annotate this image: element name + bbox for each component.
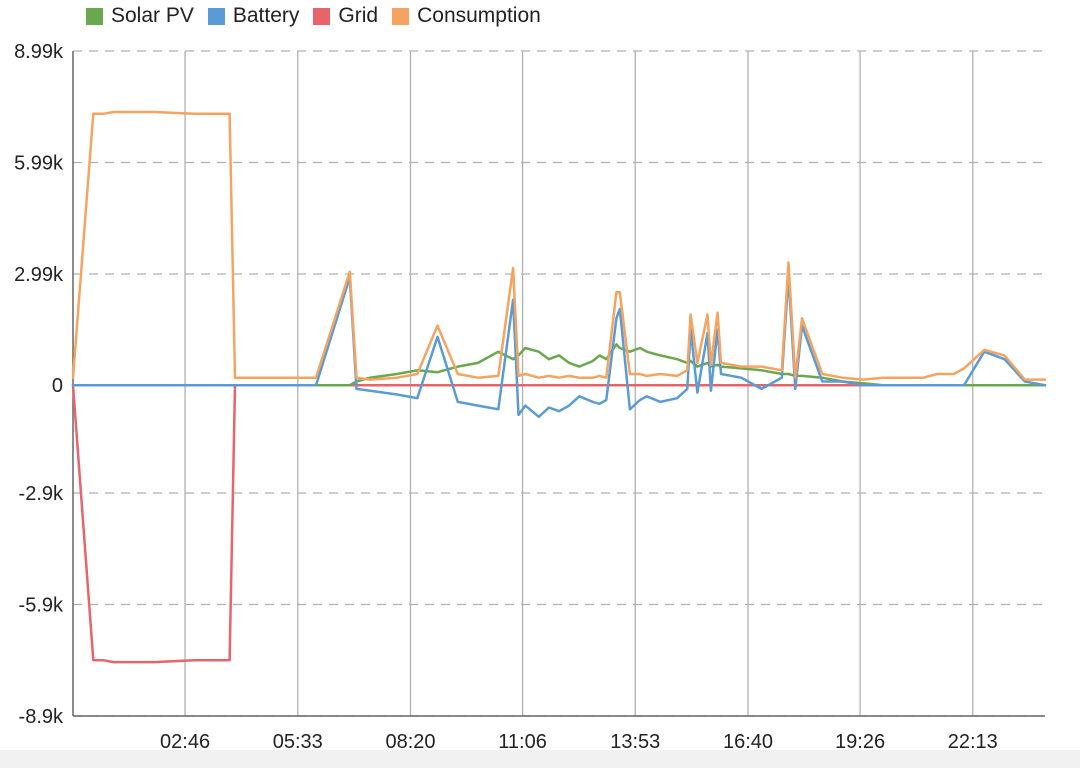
y-tick-label: 8.99k bbox=[14, 41, 64, 63]
legend-label: Solar PV bbox=[111, 4, 194, 27]
y-tick-label: 5.99k bbox=[14, 153, 64, 175]
legend-item-consumption[interactable]: Consumption bbox=[392, 4, 541, 28]
x-tick-label: 11:06 bbox=[498, 731, 547, 753]
series-line-solar-pv bbox=[71, 343, 1047, 387]
legend-swatch bbox=[86, 7, 103, 25]
x-tick-label: 08:20 bbox=[385, 731, 435, 753]
x-tick-label: 02:46 bbox=[160, 731, 210, 753]
grid-layer bbox=[73, 50, 1045, 717]
legend-label: Grid bbox=[338, 4, 379, 27]
series-line-battery bbox=[71, 274, 1047, 419]
series-line-grid bbox=[71, 383, 1047, 664]
y-tick-label: -2.9k bbox=[19, 483, 64, 505]
legend-swatch bbox=[392, 7, 410, 25]
x-tick-label: 22:13 bbox=[948, 731, 998, 753]
bottom-strip bbox=[0, 750, 1080, 768]
y-tick-label: 0 bbox=[52, 375, 63, 397]
legend-swatch bbox=[207, 7, 225, 25]
legend-label: Consumption bbox=[417, 4, 541, 27]
legend-label: Battery bbox=[232, 4, 300, 27]
tick-layer: 8.99k 5.99k 2.99k 0 -2.9k -5.9k -8.9k 02:46 05:3… bbox=[14, 41, 998, 753]
legend-swatch bbox=[313, 7, 331, 25]
x-tick-label: 19:26 bbox=[835, 731, 885, 753]
series-layer bbox=[71, 110, 1047, 664]
chart-legend: Solar PV Battery Grid Consumption bbox=[86, 2, 541, 30]
legend-item-solar-pv[interactable]: Solar PV bbox=[86, 4, 194, 28]
y-tick-label: -8.9k bbox=[19, 706, 64, 728]
y-tick-label: -5.9k bbox=[19, 594, 64, 616]
y-tick-label: 2.99k bbox=[14, 264, 64, 286]
legend-item-grid[interactable]: Grid bbox=[313, 4, 378, 28]
legend-item-battery[interactable]: Battery bbox=[207, 4, 300, 28]
x-tick-label: 16:40 bbox=[723, 731, 773, 753]
axis-layer bbox=[72, 51, 1045, 717]
x-tick-label: 05:33 bbox=[273, 731, 323, 753]
x-tick-label: 13:53 bbox=[610, 731, 660, 753]
series-line-consumption bbox=[71, 110, 1047, 381]
